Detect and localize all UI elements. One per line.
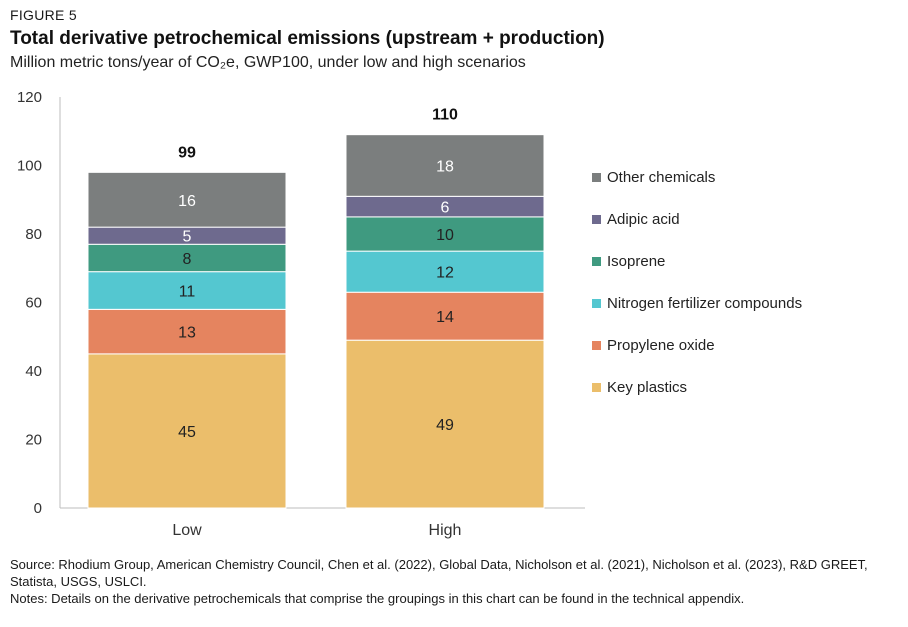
data-label: 5	[183, 229, 192, 246]
data-label: 14	[436, 309, 454, 326]
data-label: 13	[178, 325, 196, 342]
legend-label: Other chemicals	[607, 168, 716, 186]
y-tick-label: 80	[25, 226, 42, 243]
notes: Notes: Details on the derivative petroch…	[10, 591, 745, 606]
chart-title: Total derivative petrochemical emissions…	[10, 28, 605, 49]
bar-segment	[345, 134, 545, 197]
bar-segment	[87, 308, 287, 355]
legend-item: Nitrogen fertilizer compounds	[592, 282, 802, 324]
legend-label: Key plastics	[607, 378, 688, 396]
footer: Source: Rhodium Group, American Chemistr…	[10, 556, 900, 607]
data-label: 12	[436, 265, 454, 282]
legend-label: Isoprene	[607, 252, 666, 270]
y-tick-label: 0	[34, 500, 42, 517]
x-tick-label: High	[429, 522, 462, 539]
legend-item: Isoprene	[592, 240, 802, 282]
legend-swatch	[592, 340, 601, 350]
y-tick-label: 60	[25, 295, 42, 312]
legend-item: Key plastics	[592, 366, 802, 408]
legend-label: Adipic acid	[607, 210, 680, 228]
data-label: 6	[441, 200, 450, 217]
legend-item: Adipic acid	[592, 198, 802, 240]
legend-swatch	[592, 298, 601, 308]
data-label: 18	[436, 159, 454, 176]
legend-swatch	[592, 172, 601, 182]
y-tick-label: 40	[25, 363, 42, 380]
bar-segment	[345, 339, 545, 509]
legend-swatch	[592, 382, 601, 392]
bar-segment	[87, 271, 287, 310]
data-label: 10	[436, 227, 454, 244]
data-label: 11	[179, 284, 196, 301]
legend-label: Nitrogen fertilizer compounds	[607, 294, 803, 312]
legend-swatch	[592, 214, 601, 224]
chart-subtitle: Million metric tons/year of CO₂e, GWP100…	[10, 54, 526, 71]
data-label: 16	[178, 193, 196, 210]
y-tick-label: 120	[17, 89, 42, 106]
total-label: 110	[432, 107, 458, 124]
total-label: 99	[178, 144, 196, 161]
data-label: 45	[178, 424, 196, 441]
source-note: Source: Rhodium Group, American Chemistr…	[10, 557, 868, 589]
figure-label: FIGURE 5	[10, 7, 77, 23]
legend-item: Propylene oxide	[592, 324, 802, 366]
y-tick-label: 20	[25, 432, 42, 449]
bar-segment	[345, 291, 545, 341]
data-label: 49	[436, 417, 454, 434]
x-tick-label: Low	[172, 522, 202, 539]
bar-segment	[345, 250, 545, 293]
data-label: 8	[183, 251, 192, 268]
bar-segment	[87, 353, 287, 509]
bar-segment	[87, 243, 287, 273]
bar-segment	[87, 171, 287, 228]
chart-legend: Other chemicals Adipic acid Isoprene Nitrog…	[592, 156, 802, 408]
legend-swatch	[592, 256, 601, 266]
legend-label: Propylene oxide	[607, 336, 715, 354]
y-tick-label: 100	[17, 158, 42, 175]
legend-item: Other chemicals	[592, 156, 802, 198]
